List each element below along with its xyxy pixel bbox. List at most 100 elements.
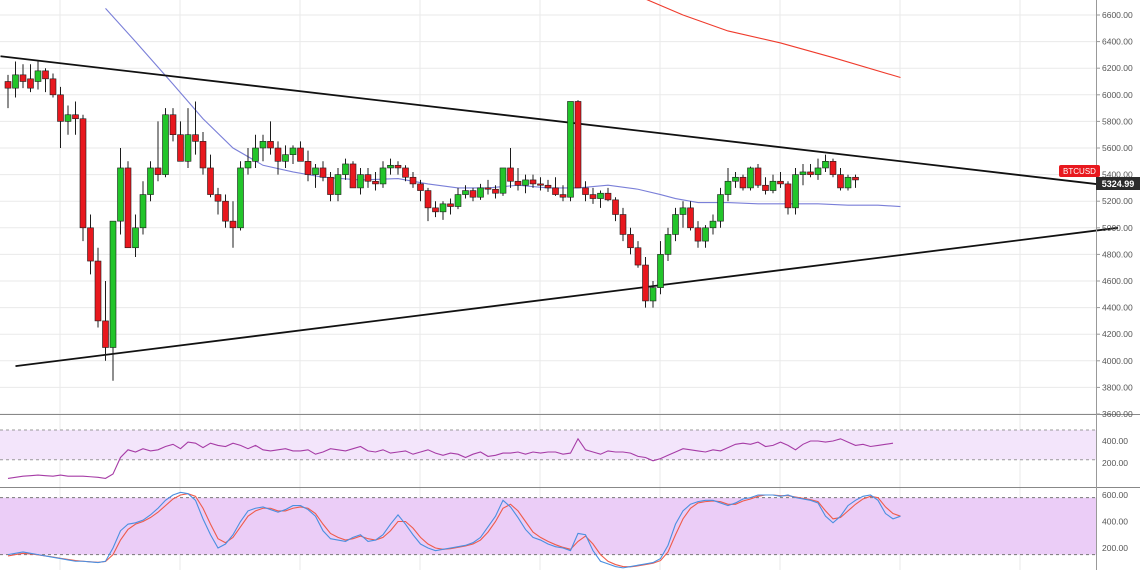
- candle-down: [199, 132, 207, 175]
- candle-body: [597, 192, 604, 199]
- candle-up: [822, 154, 829, 172]
- candle-body: [124, 167, 132, 249]
- candle-down: [72, 101, 79, 135]
- overlays: [0, 0, 1119, 368]
- candle-down: [784, 181, 792, 215]
- candle-body: [87, 227, 94, 262]
- candle-body: [709, 220, 717, 229]
- candle-up: [522, 174, 529, 194]
- stochastic-k-line: [7, 491, 901, 569]
- candle-down: [544, 179, 552, 192]
- candle-down: [619, 207, 627, 242]
- last-price-tag-bg: [1096, 177, 1140, 190]
- candle-body: [34, 70, 42, 82]
- candle-up: [747, 166, 754, 191]
- candle-body: [79, 118, 87, 229]
- candle-body: [357, 174, 364, 189]
- candle-down: [537, 177, 544, 191]
- candle-body: [762, 184, 769, 191]
- candle-body: [334, 174, 342, 195]
- candle-body: [259, 141, 267, 149]
- candle-body: [829, 161, 837, 175]
- candle-up: [499, 167, 507, 196]
- candle-down: [837, 167, 844, 191]
- candle-up: [477, 183, 484, 200]
- candle-body: [199, 141, 207, 169]
- candle-down: [852, 174, 859, 188]
- candle-down: [612, 197, 619, 222]
- candle-down: [762, 177, 769, 195]
- candle-up: [672, 207, 679, 242]
- candle-down: [574, 100, 582, 189]
- candle-down: [304, 150, 312, 182]
- candle-up: [679, 201, 687, 228]
- candle-up: [342, 158, 349, 180]
- candle-body: [49, 78, 57, 96]
- candle-body: [72, 114, 79, 120]
- price-tick-label: 5800.00: [1102, 116, 1133, 126]
- candle-up: [282, 145, 289, 168]
- candles: [4, 60, 859, 381]
- candle-up: [147, 161, 154, 202]
- candle-down: [372, 171, 379, 191]
- candle-body: [364, 174, 372, 182]
- price-tick-label: 4800.00: [1102, 249, 1133, 259]
- candle-down: [492, 185, 499, 199]
- candle-body: [469, 190, 477, 198]
- candle-body: [492, 188, 499, 194]
- candle-up: [769, 174, 777, 194]
- candle-down: [214, 187, 222, 215]
- symbol-tag-bg: [1059, 165, 1100, 177]
- candle-down: [267, 121, 274, 155]
- candle-down: [634, 241, 642, 268]
- symbol-tag: BTCUSD: [1063, 167, 1096, 176]
- candle-down: [394, 161, 402, 175]
- candle-up: [109, 220, 117, 381]
- candle-down: [19, 64, 27, 89]
- candle-body: [394, 164, 402, 169]
- candle-body: [552, 187, 559, 195]
- candle-body: [267, 141, 274, 149]
- candle-body: [664, 234, 672, 255]
- candle-body: [184, 134, 192, 162]
- candle-down: [507, 148, 514, 188]
- candle-down: [604, 187, 612, 202]
- candle-down: [424, 187, 432, 222]
- candle-body: [162, 114, 169, 175]
- candle-body: [559, 194, 567, 198]
- candle-body: [229, 220, 237, 229]
- candle-body: [717, 194, 724, 222]
- candle-body: [417, 183, 424, 191]
- candle-up: [64, 105, 72, 135]
- candle-body: [372, 180, 379, 185]
- candle-body: [529, 179, 537, 185]
- candle-body: [814, 167, 822, 175]
- candle-down: [529, 174, 537, 188]
- candle-down: [409, 171, 417, 188]
- candle-up: [709, 214, 717, 235]
- candle-body: [64, 114, 72, 122]
- candle-down: [297, 141, 304, 162]
- candle-body: [739, 176, 747, 189]
- stochastic-tick-label: 200.00: [1102, 543, 1128, 553]
- candle-down: [57, 86, 64, 148]
- candle-body: [582, 187, 589, 195]
- grid: [0, 0, 1096, 570]
- price-tick-label: 3800.00: [1102, 382, 1133, 392]
- candle-body: [109, 220, 117, 348]
- candle-down: [177, 121, 184, 162]
- candle-body: [844, 176, 852, 189]
- candle-body: [642, 264, 649, 302]
- price-tick-label: 5600.00: [1102, 143, 1133, 153]
- trendline: [0, 55, 1119, 188]
- stochastic-tick-label: 600.00: [1102, 490, 1128, 500]
- candle-body: [327, 176, 334, 195]
- candle-down: [829, 158, 837, 178]
- candle-up: [184, 108, 192, 168]
- candle-down: [27, 64, 34, 93]
- candle-body: [837, 174, 844, 189]
- candle-down: [484, 179, 492, 195]
- candle-body: [147, 167, 154, 195]
- candle-down: [514, 167, 522, 191]
